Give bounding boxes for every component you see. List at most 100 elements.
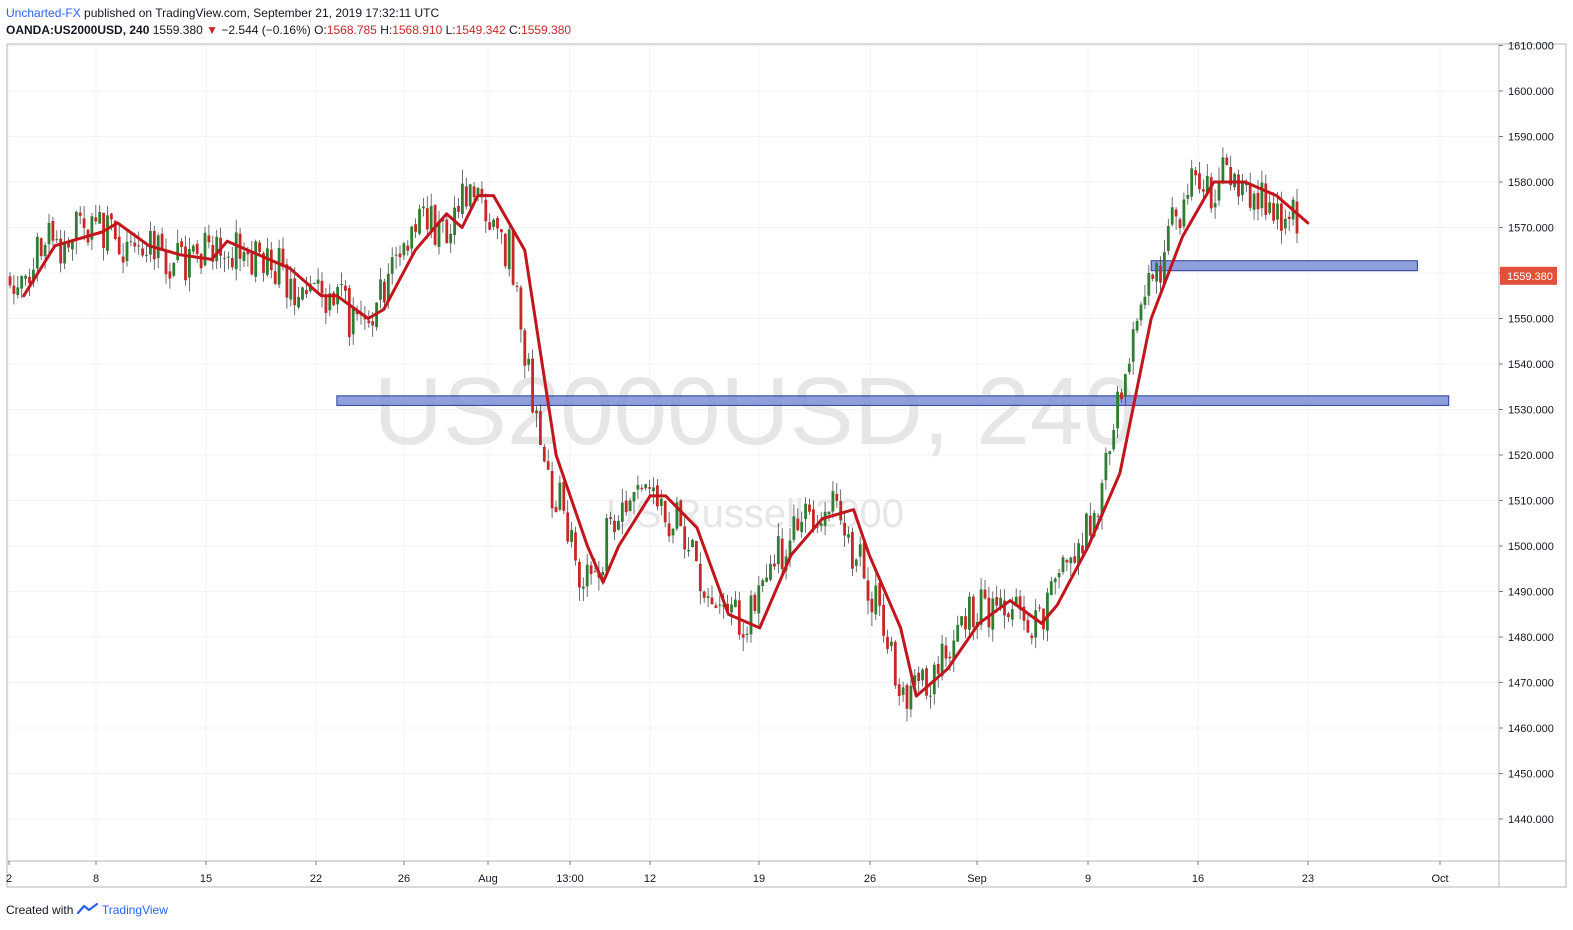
candle-up	[242, 251, 246, 262]
candle-up	[1046, 592, 1049, 631]
candle-up	[1221, 157, 1225, 181]
last-price-badge: 1559.380	[1500, 266, 1557, 285]
candle-up	[1182, 199, 1186, 227]
candle-up	[632, 492, 636, 502]
candle-down	[535, 410, 538, 414]
candle-up	[234, 232, 238, 270]
moving-average-line	[22, 180, 1310, 698]
candle-down	[971, 596, 975, 628]
candle-up	[492, 219, 495, 227]
candle-down	[531, 358, 534, 413]
candle-down	[445, 219, 449, 244]
candle-up	[1049, 581, 1053, 596]
candle-up	[691, 539, 694, 548]
candle-down	[67, 242, 70, 248]
candle-up	[223, 257, 226, 259]
candle-up	[266, 248, 269, 275]
candle-up	[390, 257, 394, 274]
y-tick-label: 1590.000	[1508, 132, 1554, 144]
candle-down	[866, 580, 870, 601]
candle-up	[940, 643, 944, 676]
candle-up	[788, 540, 792, 558]
x-tick-label: 16	[1192, 873, 1204, 885]
candle-down	[250, 253, 254, 275]
candle-down	[1295, 201, 1299, 234]
candle-up	[203, 232, 207, 266]
candle-down	[472, 186, 476, 198]
x-tick-label: 8	[93, 873, 99, 885]
candle-up	[437, 220, 441, 247]
candle-up	[1135, 320, 1139, 331]
y-axis[interactable]: 1610.000 1600.000 1590.000 1580.000 1570.000…	[1499, 41, 1554, 827]
candle-down	[714, 605, 718, 609]
candle-up	[1217, 180, 1221, 201]
candle-up	[1010, 609, 1014, 620]
candle-up	[831, 491, 835, 512]
candle-up	[316, 279, 320, 284]
candle-down	[121, 256, 125, 263]
high-label: H:	[380, 23, 393, 37]
x-tick-label: Oct	[1431, 873, 1448, 885]
candle-down	[948, 656, 952, 659]
candle-up	[156, 235, 160, 259]
candle-down	[133, 242, 137, 247]
candle-down	[246, 250, 250, 255]
candle-down	[457, 205, 460, 212]
candle-down	[578, 561, 581, 588]
x-tick-label: 22	[310, 873, 322, 885]
candle-up	[106, 215, 109, 251]
candle-down	[554, 506, 558, 513]
candle-down	[367, 320, 371, 324]
candle-up	[1268, 202, 1272, 213]
candle-up	[90, 216, 94, 240]
candle-up	[581, 586, 585, 589]
candle-down	[835, 493, 839, 501]
x-tick-label: 15	[200, 873, 212, 885]
candle-up	[1213, 203, 1217, 208]
y-tick-label: 1510.000	[1508, 496, 1554, 508]
author-link[interactable]: Uncharted-FX	[6, 6, 81, 20]
candle-down	[917, 672, 921, 682]
candle-up	[706, 596, 710, 598]
candle-down	[262, 253, 265, 273]
candle-down	[1007, 613, 1010, 618]
last-price-badge-label: 1559.380	[1507, 271, 1553, 283]
low-label: L:	[445, 23, 456, 37]
candle-down	[137, 245, 141, 247]
candle-up	[1014, 596, 1018, 607]
candle-up	[952, 640, 956, 661]
candle-up	[1155, 263, 1158, 282]
x-axis[interactable]: 2 8 15 22 26 Aug 13:00 12 19 26 Sep 9 16 23 Oct	[6, 861, 1449, 885]
y-tick-label: 1520.000	[1508, 450, 1554, 462]
candle-down	[281, 248, 285, 267]
low-value: 1549.342	[455, 23, 506, 37]
candle-down	[936, 664, 940, 674]
candle-down	[110, 213, 113, 220]
candle-down	[1256, 192, 1260, 210]
candle-down	[925, 668, 928, 696]
candle-down	[870, 598, 874, 613]
candle-up	[1190, 168, 1194, 197]
candle-up	[1100, 483, 1104, 516]
candle-down	[59, 238, 63, 264]
candle-up	[956, 624, 960, 642]
candle-up	[1034, 610, 1038, 638]
published-text: published on TradingView.com, September …	[84, 6, 440, 20]
candle-down	[1120, 392, 1123, 400]
candle-up	[507, 229, 511, 270]
candle-up	[1131, 329, 1135, 362]
candle-down	[496, 218, 499, 229]
candle-up	[792, 516, 796, 540]
candle-down	[1073, 556, 1077, 563]
candle-down	[851, 532, 854, 569]
candle-up	[402, 243, 406, 256]
candle-down	[51, 221, 55, 241]
candle-down	[425, 208, 429, 230]
tradingview-link[interactable]: TradingView	[101, 903, 168, 917]
candle-down	[160, 233, 164, 250]
y-tick-label: 1450.000	[1508, 769, 1554, 781]
candle-down	[683, 526, 687, 550]
y-tick-label: 1580.000	[1508, 177, 1554, 189]
candle-down	[1264, 183, 1268, 215]
